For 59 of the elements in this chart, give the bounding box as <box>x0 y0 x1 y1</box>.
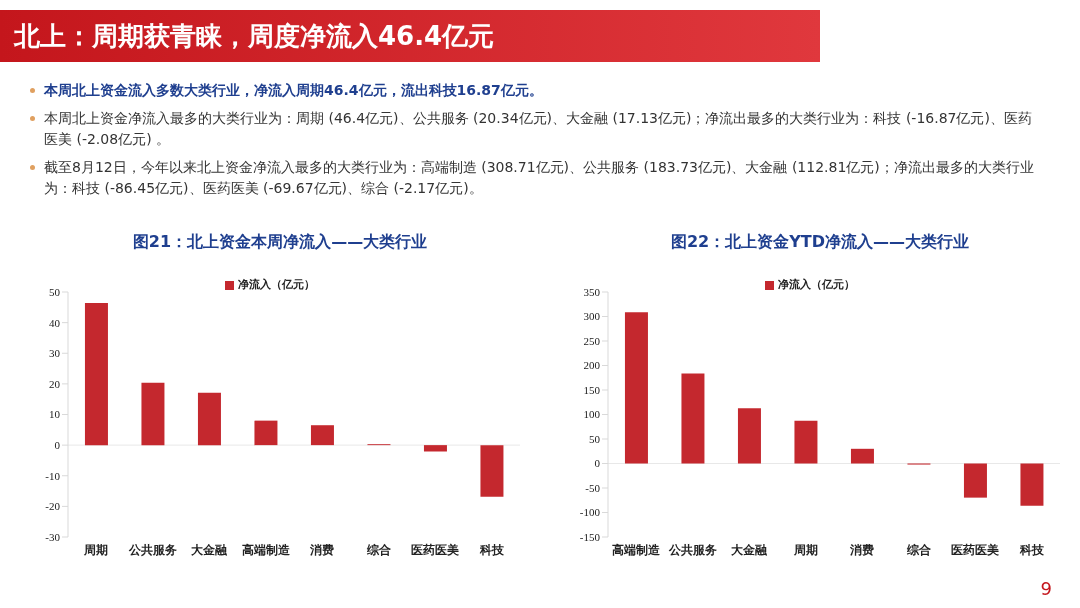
bar <box>141 382 165 446</box>
x-tick-label: 公共服务 <box>667 542 717 557</box>
text: 北上：周期获青睐，周度净流入46.4亿元 <box>14 20 495 53</box>
y-tick-label: -10 <box>45 469 61 482</box>
text: 9 <box>1040 578 1052 599</box>
y-tick-label: 350 <box>583 285 601 298</box>
y-tick-label: 20 <box>49 377 61 390</box>
x-tick-label: 高端制造 <box>612 542 662 557</box>
bar <box>850 448 874 464</box>
x-tick-label: 周期 <box>83 542 109 557</box>
y-tick-label: -100 <box>579 506 601 519</box>
bar <box>794 420 818 464</box>
x-tick-label: 消费 <box>849 542 875 557</box>
x-tick-label: 科技 <box>1018 542 1045 557</box>
x-tick-label: 综合 <box>905 542 932 557</box>
x-tick-label: 科技 <box>478 542 505 557</box>
text: 截至8月12日，今年以来北上资金净流入最多的大类行业为：高端制造 (308.71亿元)、公共服务 (183.73亿元)、大金融 (112.81亿元)；净流出最多的大类行业为：科技 (-86.45亿元)、医药医美 (-69.67亿元)、综合 (-2.17亿元)。 <box>44 158 1035 198</box>
y-tick-label: 0 <box>54 439 61 452</box>
y-tick-label: 100 <box>583 408 601 421</box>
bar <box>310 425 334 446</box>
bar <box>254 420 278 446</box>
y-tick-label: 150 <box>583 383 601 396</box>
x-tick-label: 医药医美 <box>411 542 460 557</box>
y-tick-label: 40 <box>49 316 61 329</box>
bar <box>963 463 987 498</box>
x-tick-label: 公共服务 <box>127 542 177 557</box>
bar <box>423 445 447 452</box>
y-tick-label: -150 <box>579 530 601 543</box>
y-tick-label: 0 <box>594 457 601 470</box>
bar <box>480 445 504 497</box>
y-tick-label: 250 <box>583 334 601 347</box>
y-tick-label: 300 <box>583 310 601 323</box>
y-tick-label: 50 <box>589 432 601 445</box>
bar <box>1020 463 1044 506</box>
text: 本周北上资金净流入最多的大类行业为：周期 (46.4亿元)、公共服务 (20.34亿元)、大金融 (17.13亿元)；净流出最多的大类行业为：科技 (-16.87亿元)、医药医美 (-2.08亿元) 。 <box>44 109 1033 149</box>
bar <box>84 303 108 446</box>
bar <box>737 408 761 464</box>
y-tick-label: -20 <box>45 500 61 513</box>
chart-title: 图21：北上资金本周净流入——大类行业 <box>131 232 429 253</box>
x-tick-label: 综合 <box>365 542 392 557</box>
x-tick-label: 大金融 <box>191 542 229 557</box>
y-tick-label: 10 <box>49 408 61 421</box>
bar <box>197 392 221 446</box>
bar <box>681 373 705 464</box>
y-tick-label: -30 <box>45 530 61 543</box>
x-tick-label: 大金融 <box>731 542 769 557</box>
x-tick-label: 消费 <box>309 542 335 557</box>
y-tick-label: 50 <box>49 285 61 298</box>
x-tick-label: 医药医美 <box>951 542 1000 557</box>
legend-label: 净流入（亿元） <box>778 278 855 290</box>
y-tick-label: 200 <box>583 359 601 372</box>
text: 本周北上资金流入多数大类行业，净流入周期46.4亿元，流出科技16.87亿元。 <box>44 81 543 100</box>
x-tick-label: 高端制造 <box>241 542 291 557</box>
chart-title: 图22：北上资金YTD净流入——大类行业 <box>669 232 970 253</box>
x-tick-label: 周期 <box>792 542 818 557</box>
y-tick-label: 30 <box>49 347 61 360</box>
legend-label: 净流入（亿元） <box>238 278 315 290</box>
bar <box>624 312 648 464</box>
y-tick-label: -50 <box>585 481 601 494</box>
